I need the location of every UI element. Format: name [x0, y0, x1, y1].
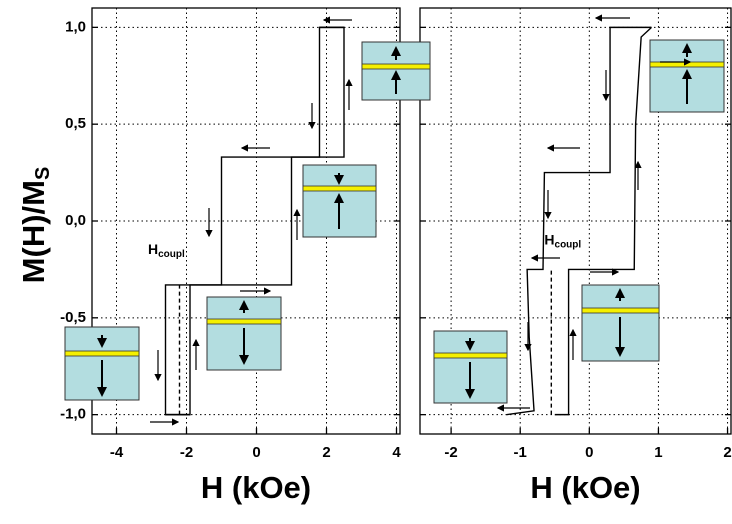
insets [64, 39, 725, 404]
inset [361, 41, 431, 101]
y-tick-label: 0,5 [65, 115, 86, 132]
inset [206, 296, 282, 371]
y-tick-label: 0,0 [65, 212, 86, 229]
y-tick-label: 1,0 [65, 18, 86, 35]
x-tick-label: 0 [252, 444, 260, 461]
series-line [164, 26, 344, 416]
inset [433, 330, 508, 404]
branch-arrows [150, 14, 692, 426]
y-axis-label: M(H)/MS [16, 167, 54, 284]
inset [581, 284, 660, 362]
x-axis-label: H (kOe) [530, 470, 640, 505]
x-axis-label: H (kOe) [201, 470, 311, 505]
x-tick-label: 1 [654, 444, 662, 461]
annotation: Hcoupl [544, 231, 581, 250]
x-tick-label: -2 [444, 444, 457, 461]
x-tick-label: -1 [514, 444, 527, 461]
inset [302, 164, 377, 238]
inset [649, 39, 725, 113]
x-tick-label: 2 [723, 444, 731, 461]
x-tick-label: 0 [585, 444, 593, 461]
annotation-sub: coupl [555, 239, 582, 250]
plot-frame [419, 7, 732, 435]
annotation-text: H [148, 241, 158, 257]
x-tick-label: -4 [110, 444, 124, 461]
annotation-text: H [544, 231, 554, 247]
y-tick-label: -0,5 [60, 309, 86, 326]
series-line [506, 26, 652, 416]
series-line [165, 26, 345, 416]
x-tick-label: -2 [180, 444, 193, 461]
y-tick-label: -1,0 [60, 406, 86, 423]
x-tick-label: 4 [392, 444, 401, 461]
series-line [554, 26, 653, 416]
plot-frame [91, 7, 401, 435]
annotation-sub: coupl [158, 249, 185, 260]
x-tick-label: 2 [322, 444, 330, 461]
annotation: Hcoupl [148, 241, 185, 260]
inset [64, 326, 140, 401]
